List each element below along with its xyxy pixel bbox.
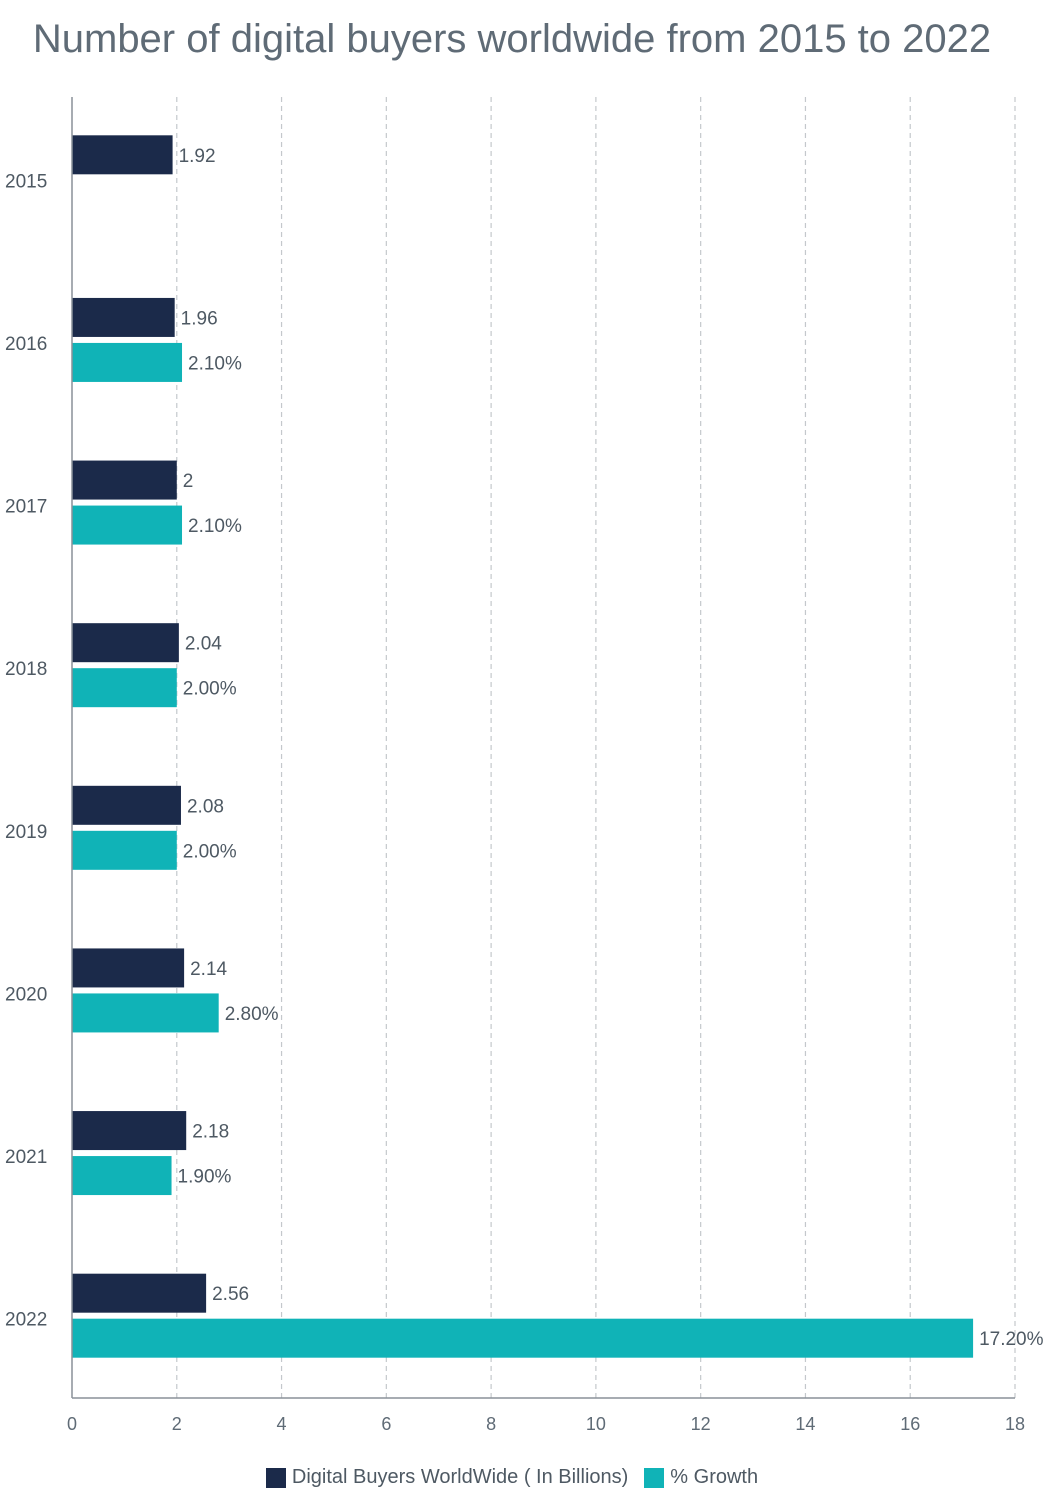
data-label-growth-2021: 1.90% (178, 1167, 232, 1188)
data-label-buyers-2021: 2.18 (192, 1122, 229, 1143)
y-tick-label-2022: 2022 (5, 1310, 47, 1331)
bar-buyers-2021 (72, 1111, 187, 1151)
x-tick-label-14: 14 (795, 1414, 815, 1434)
y-tick-label-2020: 2020 (5, 984, 47, 1005)
legend-swatch-growth (644, 1467, 665, 1488)
data-label-growth-2017: 2.10% (188, 516, 242, 537)
chart-title: Number of digital buyers worldwide from … (32, 17, 992, 61)
gridlines (176, 97, 1016, 1398)
axes: 0 2 4 6 8 10 12 14 16 18 2015 2016 2017 2018 2019 2020 2… (5, 97, 1025, 1434)
x-tick-label-8: 8 (486, 1414, 496, 1434)
data-label-buyers-2016: 1.96 (181, 308, 218, 329)
x-tick-label-4: 4 (277, 1414, 287, 1434)
y-tick-label-2015: 2015 (5, 171, 47, 192)
bar-growth-2017 (72, 505, 183, 545)
legend-label-buyers: Digital Buyers WorldWide ( In Billions) (291, 1466, 629, 1488)
bar-growth-2016 (72, 342, 183, 382)
y-tick-label-2018: 2018 (5, 659, 47, 680)
legend-item-buyers[interactable]: Digital Buyers WorldWide ( In Billions) (265, 1466, 629, 1489)
bar-buyers-2016 (72, 297, 175, 337)
bar-buyers-2018 (72, 623, 179, 663)
bar-growth-2022 (72, 1318, 974, 1358)
bar-buyers-2017 (72, 460, 177, 500)
bar-buyers-2015 (72, 135, 173, 175)
data-label-growth-2018: 2.00% (183, 679, 237, 700)
bar-growth-2021 (72, 1156, 172, 1196)
bar-buyers-2019 (72, 785, 181, 825)
data-label-buyers-2019: 2.08 (187, 796, 224, 817)
x-tick-label-16: 16 (900, 1414, 920, 1434)
legend-swatch-buyers (265, 1467, 286, 1488)
data-label-growth-2020: 2.80% (225, 1004, 279, 1025)
bar-growth-2020 (72, 993, 219, 1033)
legend-item-growth[interactable]: % Growth (644, 1466, 758, 1489)
legend-label-growth: % Growth (670, 1466, 759, 1488)
bar-growth-2019 (72, 830, 177, 870)
x-tick-label-12: 12 (691, 1414, 711, 1434)
legend: Digital Buyers WorldWide ( In Billions) … (0, 1466, 1024, 1489)
x-tick-label-2: 2 (172, 1414, 182, 1434)
data-label-buyers-2015: 1.92 (179, 146, 216, 167)
x-tick-label-6: 6 (381, 1414, 391, 1434)
x-tick-label-10: 10 (586, 1414, 606, 1434)
data-label-buyers-2017: 2 (183, 471, 194, 492)
y-tick-label-2016: 2016 (5, 334, 47, 355)
bar-growth-2018 (72, 668, 177, 708)
x-tick-label-18: 18 (1005, 1414, 1025, 1434)
data-label-buyers-2020: 2.14 (190, 959, 227, 980)
data-label-growth-2019: 2.00% (183, 841, 237, 862)
x-tick-label-0: 0 (67, 1414, 77, 1434)
bar-chart: 1.92 1.96 2 2.04 2.08 2.14 2.18 2.56 2.10% 2.10% 2… (5, 97, 1044, 1434)
bar-buyers-2020 (72, 948, 185, 988)
data-label-growth-2016: 2.10% (188, 353, 242, 374)
bars: 1.92 1.96 2 2.04 2.08 2.14 2.18 2.56 2.10% 2.10% 2… (72, 135, 1044, 1358)
bar-buyers-2022 (72, 1273, 207, 1313)
y-tick-label-2017: 2017 (5, 497, 47, 518)
data-label-buyers-2022: 2.56 (212, 1284, 249, 1305)
y-tick-label-2021: 2021 (5, 1147, 47, 1168)
data-label-growth-2022: 17.20% (979, 1329, 1044, 1350)
y-tick-label-2019: 2019 (5, 822, 47, 843)
data-label-buyers-2018: 2.04 (185, 634, 222, 655)
